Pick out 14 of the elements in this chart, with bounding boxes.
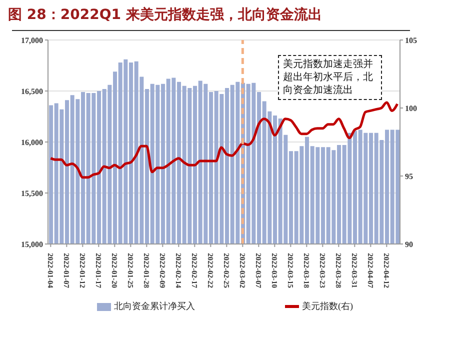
line-series [49,101,399,179]
y2-tick-label: 105 [405,36,417,45]
y2-tick-label: 100 [405,104,417,113]
y2-tick-label: 90 [405,240,413,249]
legend-label: 北向资金累计净买入 [114,300,195,313]
y-tick-label: 15,500 [21,188,43,198]
y-tick-label: 16,500 [21,86,43,96]
y-tick-label: 16,000 [21,138,43,147]
y-tick-label: 15,000 [21,240,43,249]
y-tick-label: 17,000 [21,36,43,45]
note-box: 美元指数加速走强并超出年初水平后，北向资金加速流出 [278,55,382,100]
legend-label: 美元指数(右) [302,300,353,313]
chart-title: 图 28：2022Q1 来美元指数走强，北向资金流出 [8,6,322,24]
y2-tick-label: 95 [405,172,413,181]
